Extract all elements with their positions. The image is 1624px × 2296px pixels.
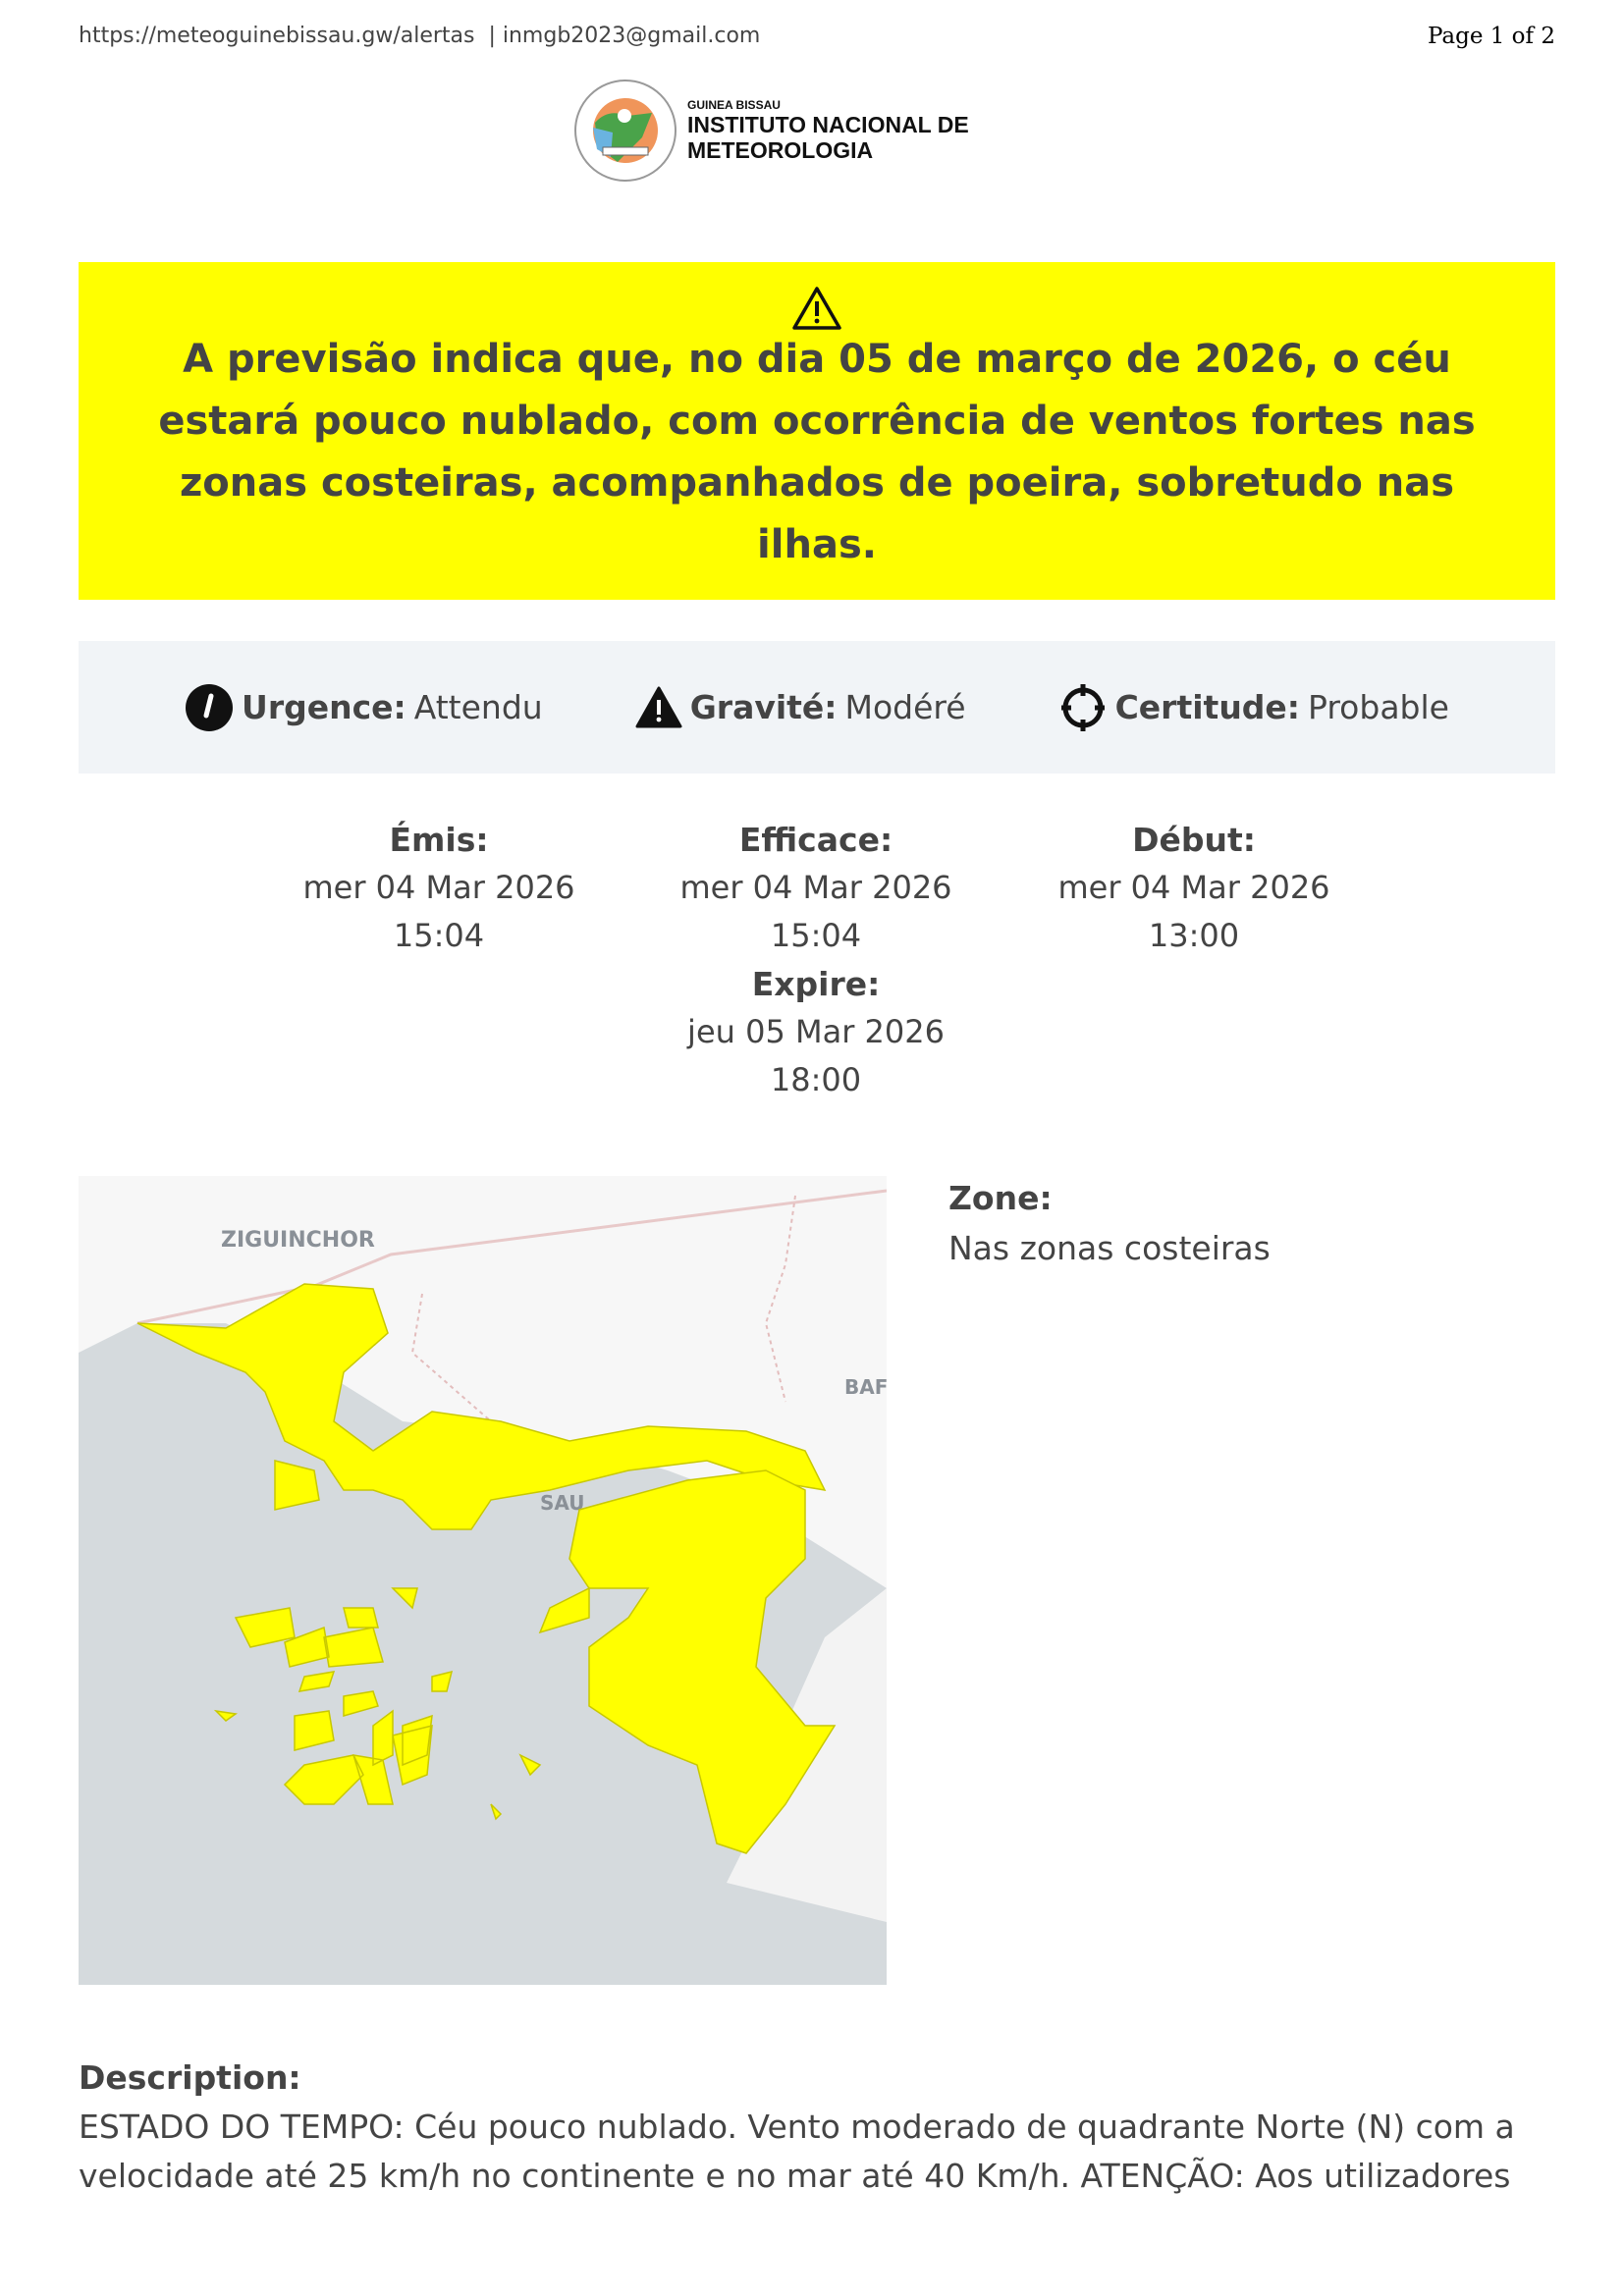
effective-date: mer 04 Mar 2026 xyxy=(679,869,952,906)
zone-label: Zone: xyxy=(948,1179,1053,1217)
zone-section: Zone: Nas zonas costeiras xyxy=(948,1173,1271,1273)
crosshair-icon xyxy=(1060,683,1105,731)
urgency-value: Attendu xyxy=(413,688,543,726)
logo: GUINEA BISSAU INSTITUTO NACIONAL DE METE… xyxy=(573,79,986,183)
alert-message: A previsão indica que, no dia 05 de març… xyxy=(158,337,1476,567)
certainty: Certitude: Probable xyxy=(1058,682,1449,733)
urgency-label: Urgence: xyxy=(242,688,406,726)
map-label-bissau: SAU xyxy=(540,1491,585,1515)
warning-icon xyxy=(635,686,682,727)
description-section: Description: ESTADO DO TEMPO: Céu pouco … xyxy=(79,2054,1571,2201)
zone-value: Nas zonas costeiras xyxy=(948,1229,1271,1267)
onset-time: 13:00 xyxy=(1148,917,1240,954)
header-url-email: https://meteoguinebissau.gw/alertas | in… xyxy=(79,24,761,48)
issued-block: Émis: mer 04 Mar 2026 15:04 xyxy=(252,816,625,960)
logo-line3: METEOROLOGIA xyxy=(687,137,874,163)
page-number: Page 1 of 2 xyxy=(1427,24,1555,49)
severity: Gravité: Modéré xyxy=(635,686,966,729)
logo-line2: INSTITUTO NACIONAL DE xyxy=(687,112,969,137)
alert-zone-map[interactable]: ZIGUINCHOR BAF SAU xyxy=(79,1176,887,1985)
alert-info-bar: Urgence: Attendu Gravité: Modéré Certitu… xyxy=(79,641,1555,774)
map-label-ziguinchor: ZIGUINCHOR xyxy=(221,1228,375,1253)
warning-icon xyxy=(792,287,841,330)
alert-banner: A previsão indica que, no dia 05 de març… xyxy=(79,262,1555,600)
expires-time: 18:00 xyxy=(770,1061,862,1098)
effective-time: 15:04 xyxy=(770,917,862,954)
description-text: ESTADO DO TEMPO: Céu pouco nublado. Vent… xyxy=(79,2108,1515,2195)
issued-date: mer 04 Mar 2026 xyxy=(302,869,575,906)
inm-seal-icon xyxy=(574,80,677,182)
urgency: Urgence: Attendu xyxy=(185,683,543,732)
clock-icon xyxy=(186,683,234,731)
onset-block: Début: mer 04 Mar 2026 13:00 xyxy=(1007,816,1380,960)
issued-label: Émis: xyxy=(389,821,489,859)
onset-date: mer 04 Mar 2026 xyxy=(1057,869,1330,906)
yellow-alert-zones xyxy=(136,1283,837,1854)
severity-value: Modéré xyxy=(844,688,966,726)
expires-date: jeu 05 Mar 2026 xyxy=(687,1013,945,1050)
effective-block: Efficace: mer 04 Mar 2026 15:04 Expire: … xyxy=(629,816,1002,1104)
logo-line1: GUINEA BISSAU xyxy=(687,98,781,112)
severity-label: Gravité: xyxy=(689,688,838,726)
description-label: Description: xyxy=(79,2058,301,2097)
onset-label: Début: xyxy=(1132,821,1256,859)
certainty-value: Probable xyxy=(1308,688,1449,726)
map-label-bafata: BAF xyxy=(844,1375,887,1399)
effective-label: Efficace: xyxy=(738,821,893,859)
certainty-label: Certitude: xyxy=(1114,688,1301,726)
expires-label: Expire: xyxy=(751,965,881,1003)
issued-time: 15:04 xyxy=(393,917,485,954)
